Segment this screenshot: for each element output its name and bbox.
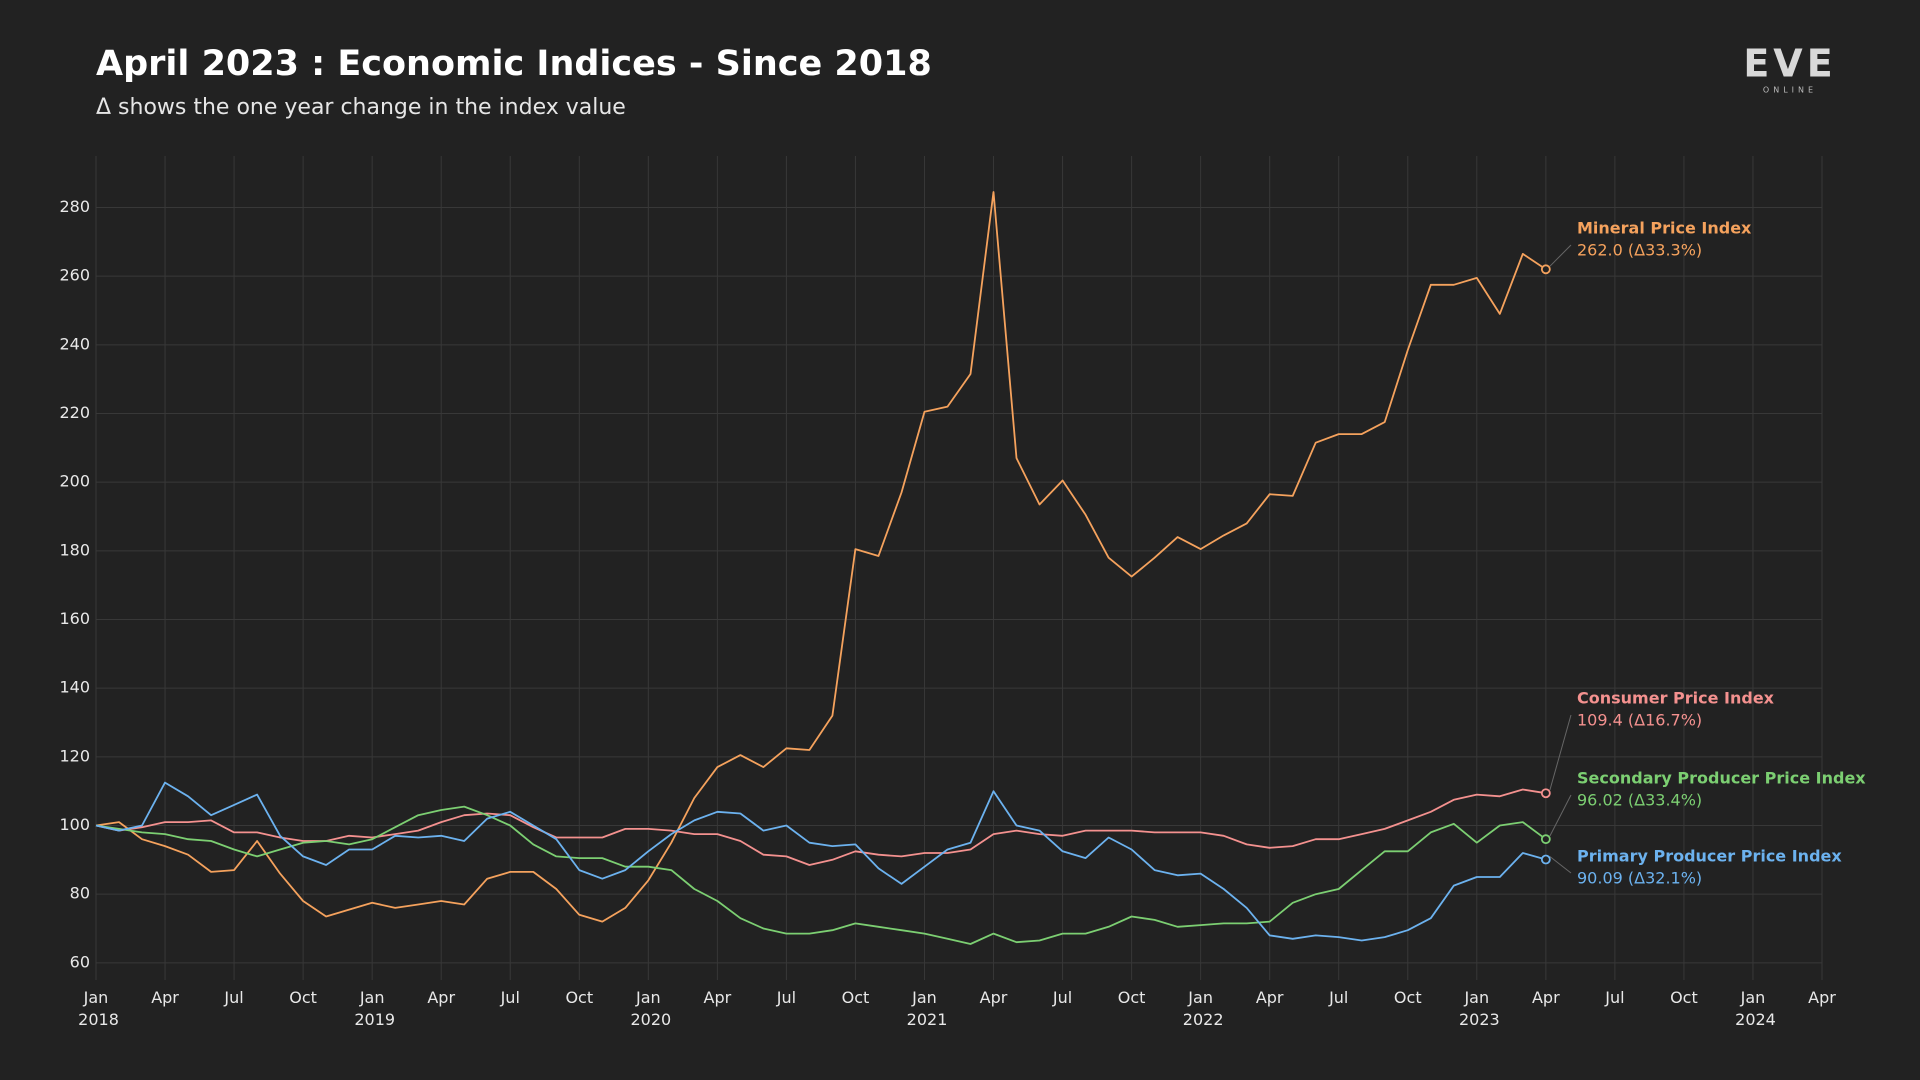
end-point xyxy=(1540,854,1551,865)
x-tick-label: Jan 2018 xyxy=(73,988,119,1029)
x-tick-label: Jul xyxy=(500,988,520,1007)
end-point xyxy=(1540,788,1551,799)
y-tick-label: 140 xyxy=(59,678,90,697)
leader-line xyxy=(1549,856,1572,874)
y-tick-label: 60 xyxy=(70,952,90,971)
logo: EVE xyxy=(1743,42,1836,86)
x-tick-label: Jan 2024 xyxy=(1730,988,1776,1029)
x-tick-label: Jul xyxy=(1052,988,1072,1007)
y-tick-label: 160 xyxy=(59,609,90,628)
leader-line xyxy=(1549,794,1572,837)
series-line xyxy=(95,781,1547,942)
x-tick-label: Apr xyxy=(151,988,179,1007)
y-tick-label: 280 xyxy=(59,197,90,216)
end-point xyxy=(1540,264,1551,275)
series-value-label: 262.0 (Δ33.3%) xyxy=(1577,241,1702,260)
x-tick-label: Jul xyxy=(776,988,796,1007)
x-tick-label: Apr xyxy=(1256,988,1284,1007)
x-tick-label: Apr xyxy=(427,988,455,1007)
y-tick-label: 200 xyxy=(59,472,90,491)
leader-line xyxy=(1549,714,1572,791)
y-tick-label: 120 xyxy=(59,746,90,765)
chart-title: April 2023 : Economic Indices - Since 20… xyxy=(96,44,932,84)
end-point xyxy=(1540,834,1551,845)
x-tick-label: Jan 2019 xyxy=(349,988,395,1029)
y-tick-label: 100 xyxy=(59,815,90,834)
x-tick-label: Jan 2023 xyxy=(1454,988,1500,1029)
x-tick-label: Oct xyxy=(289,988,317,1007)
y-tick-label: 240 xyxy=(59,334,90,353)
x-tick-label: Apr xyxy=(980,988,1008,1007)
x-tick-label: Oct xyxy=(1670,988,1698,1007)
series-label: Secondary Producer Price Index xyxy=(1577,769,1866,788)
x-tick-label: Oct xyxy=(842,988,870,1007)
x-tick-label: Jul xyxy=(223,988,243,1007)
x-tick-label: Jul xyxy=(1328,988,1348,1007)
logo-sub: ONLINE xyxy=(1763,86,1817,95)
x-tick-label: Apr xyxy=(704,988,732,1007)
y-tick-label: 220 xyxy=(59,403,90,422)
series-label: Primary Producer Price Index xyxy=(1577,847,1842,866)
series-value-label: 109.4 (Δ16.7%) xyxy=(1577,711,1702,730)
leader-line xyxy=(1549,244,1572,267)
x-tick-label: Oct xyxy=(1394,988,1422,1007)
series-value-label: 96.02 (Δ33.4%) xyxy=(1577,791,1702,810)
series-label: Mineral Price Index xyxy=(1577,219,1752,238)
x-tick-label: Oct xyxy=(565,988,593,1007)
series-line xyxy=(95,191,1547,923)
y-tick-label: 80 xyxy=(70,884,90,903)
x-tick-label: Apr xyxy=(1532,988,1560,1007)
x-tick-label: Jan 2021 xyxy=(902,988,948,1029)
series-line xyxy=(95,788,1546,866)
y-tick-label: 260 xyxy=(59,266,90,285)
chart-subtitle: Δ shows the one year change in the index… xyxy=(96,95,626,120)
series-line xyxy=(95,805,1547,945)
x-tick-label: Jan 2022 xyxy=(1178,988,1224,1029)
x-tick-label: Apr xyxy=(1808,988,1836,1007)
series-value-label: 90.09 (Δ32.1%) xyxy=(1577,869,1702,888)
x-tick-label: Jul xyxy=(1604,988,1624,1007)
x-tick-label: Jan 2020 xyxy=(625,988,671,1029)
y-tick-label: 180 xyxy=(59,540,90,559)
x-tick-label: Oct xyxy=(1118,988,1146,1007)
series-label: Consumer Price Index xyxy=(1577,689,1775,708)
